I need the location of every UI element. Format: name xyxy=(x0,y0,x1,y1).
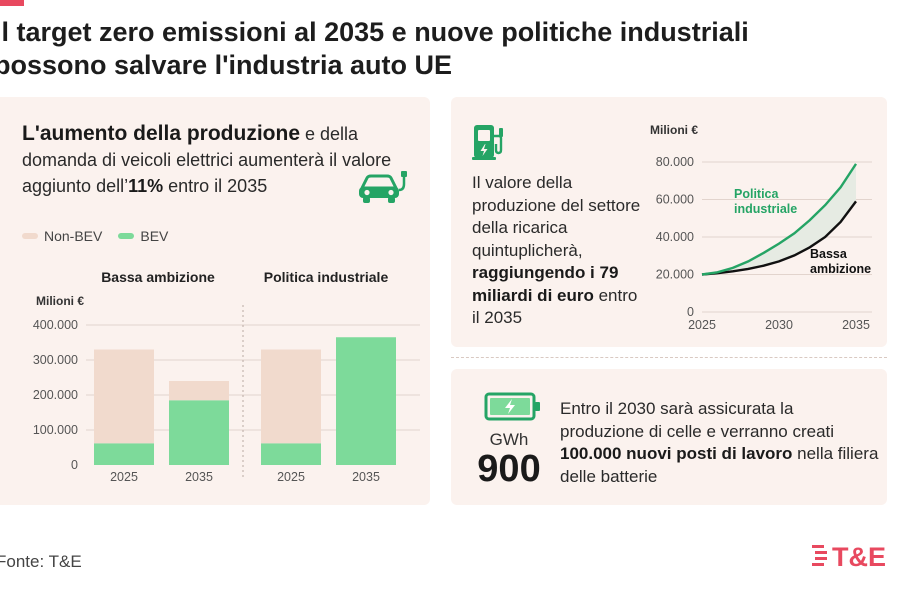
logo-text: T&E xyxy=(832,542,886,572)
legend-label-bev: BEV xyxy=(140,228,169,244)
x-tick-label: 2025 xyxy=(277,470,305,484)
y-axis-label: Milioni € xyxy=(650,123,698,137)
title-line-2: possono salvare l'industria auto UE xyxy=(0,50,453,80)
y-tick-label: 400.000 xyxy=(33,318,78,332)
headline-text-1: e della domanda di veicoli elettrici aum… xyxy=(22,124,392,196)
y-tick-label: 0 xyxy=(687,305,694,319)
x-tick-label: 2035 xyxy=(185,470,213,484)
bar-bev xyxy=(336,337,396,465)
bar-non-bev xyxy=(261,349,321,444)
y-tick-label: 100.000 xyxy=(33,423,78,437)
y-tick-label: 60.000 xyxy=(656,193,694,207)
bar-bev xyxy=(94,443,154,465)
y-axis-label: Milioni € xyxy=(36,294,84,308)
area-between-lines xyxy=(702,163,856,275)
bar-legend: Non-BEV BEV xyxy=(22,228,184,244)
y-tick-label: 300.000 xyxy=(33,353,78,367)
headline-text-2: entro il 2035 xyxy=(163,176,268,196)
bar-non-bev xyxy=(169,381,229,401)
battery-unit: GWh xyxy=(489,430,529,449)
legend-label-nonbev: Non-BEV xyxy=(44,228,103,244)
production-headline: L'aumento della produzione e della doman… xyxy=(22,121,412,199)
series-label-word: Bassa xyxy=(810,247,848,261)
line-bassa-ambizione xyxy=(701,200,857,276)
series-label-word: Politica xyxy=(734,187,780,201)
te-logo: T&E xyxy=(812,542,886,572)
headline-percent: 11% xyxy=(128,176,164,196)
charging-text-bold: raggiungendo i 79 miliardi di euro xyxy=(472,263,619,305)
x-tick-label: 2030 xyxy=(765,318,793,332)
x-tick-label: 2025 xyxy=(110,470,138,484)
title-line-1: Il target zero emissioni al 2035 e nuove… xyxy=(0,17,749,47)
source-note: Fonte: T&E xyxy=(0,552,82,571)
bar-bev xyxy=(261,443,321,465)
series-label-word: ambizione xyxy=(810,262,871,276)
series-label-word: industriale xyxy=(734,202,797,216)
battery-icon xyxy=(484,392,540,421)
x-tick-label: 2025 xyxy=(688,318,716,332)
legend-swatch-nonbev xyxy=(22,233,38,239)
y-tick-label: 20.000 xyxy=(656,268,694,282)
line-politica-industriale xyxy=(701,163,858,276)
legend-item-bev: BEV xyxy=(118,228,168,244)
bar-bev xyxy=(169,400,229,465)
battery-text-1: Entro il 2030 sarà assicurata la produzi… xyxy=(560,399,835,441)
y-tick-label: 80.000 xyxy=(656,155,694,169)
headline-bold: L'aumento della produzione xyxy=(22,122,301,145)
battery-text: Entro il 2030 sarà assicurata la produzi… xyxy=(560,398,880,488)
y-tick-label: 0 xyxy=(71,458,78,472)
battery-panel xyxy=(451,369,887,505)
series-label-bassa-ambizione: Bassa ambizione xyxy=(810,247,871,276)
y-tick-label: 200.000 xyxy=(33,388,78,402)
group-title: Bassa ambizione xyxy=(101,269,215,285)
series-label-politica-industriale: Politica industriale xyxy=(734,187,797,216)
x-tick-label: 2035 xyxy=(842,318,870,332)
legend-swatch-bev xyxy=(118,233,135,239)
page-title: Il target zero emissioni al 2035 e nuove… xyxy=(0,16,894,82)
charging-text: Il valore della produzione del settore d… xyxy=(472,172,647,330)
charging-text-2: entro il 2035 xyxy=(472,285,638,328)
battery-value: 900 xyxy=(477,448,541,490)
panel-divider xyxy=(451,357,887,358)
stacked-bar-chart: Milioni € 0 100.000 200.000 300.000 400.000 Ba… xyxy=(33,269,420,484)
legend-item-nonbev: Non-BEV xyxy=(22,228,102,244)
y-tick-label: 40.000 xyxy=(656,230,694,244)
line-chart: Milioni € 0 20.000 40.000 60.000 80.000 2025 20… xyxy=(650,123,872,332)
battery-text-bold: 100.000 nuovi posti di lavoro xyxy=(560,444,793,463)
electric-car-icon xyxy=(359,171,407,203)
bar-non-bev xyxy=(94,349,154,444)
accent-bar xyxy=(0,0,24,6)
x-tick-label: 2035 xyxy=(352,470,380,484)
charging-station-icon xyxy=(472,125,503,160)
charging-text-1: Il valore della produzione del settore d… xyxy=(472,173,641,260)
group-title: Politica industriale xyxy=(264,269,389,285)
battery-text-2: nella filiera delle batterie xyxy=(560,444,879,486)
